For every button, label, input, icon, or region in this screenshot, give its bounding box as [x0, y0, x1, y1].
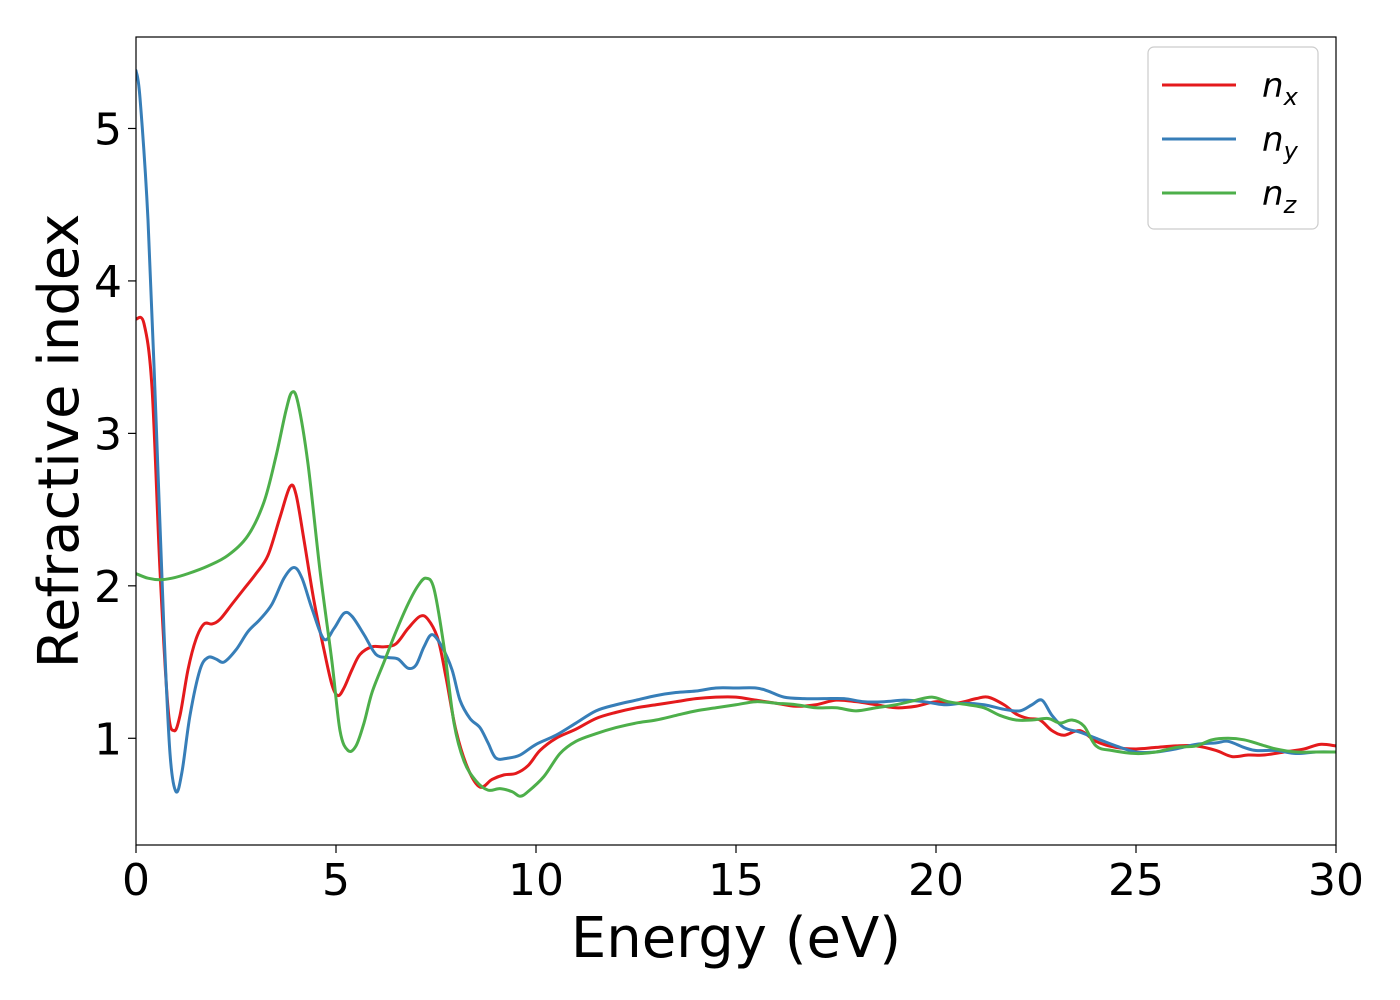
- series-layer: [136, 69, 1336, 798]
- legend-label-x: nx: [1262, 66, 1299, 111]
- x-tick-label: 10: [508, 855, 564, 906]
- series-line-y: [136, 69, 1336, 794]
- y-tick-label: 3: [94, 409, 122, 460]
- axes-layer: 0 5 10 15 20 25 30 1 2 3 4 5: [94, 36, 1364, 906]
- x-axis-label: Energy (eV): [571, 906, 901, 971]
- x-tick-label: 0: [122, 855, 150, 906]
- y-tick-label: 2: [94, 562, 122, 613]
- y-tick-label: 4: [94, 257, 122, 308]
- x-tick-label: 30: [1308, 855, 1364, 906]
- x-tick-label: 20: [908, 855, 964, 906]
- y-tick-label: 1: [94, 714, 122, 765]
- legend-label-z: nz: [1262, 174, 1298, 219]
- x-tick-label: 15: [708, 855, 764, 906]
- legend: nx ny nz: [1147, 46, 1319, 230]
- x-tick-label: 25: [1108, 855, 1164, 906]
- series-line-x: [136, 315, 1336, 789]
- y-tick-label: 5: [94, 104, 122, 155]
- legend-label-y: ny: [1262, 120, 1299, 165]
- y-axis-label: Refractive index: [27, 214, 92, 669]
- series-line-z: [136, 390, 1336, 798]
- x-tick-label: 5: [322, 855, 350, 906]
